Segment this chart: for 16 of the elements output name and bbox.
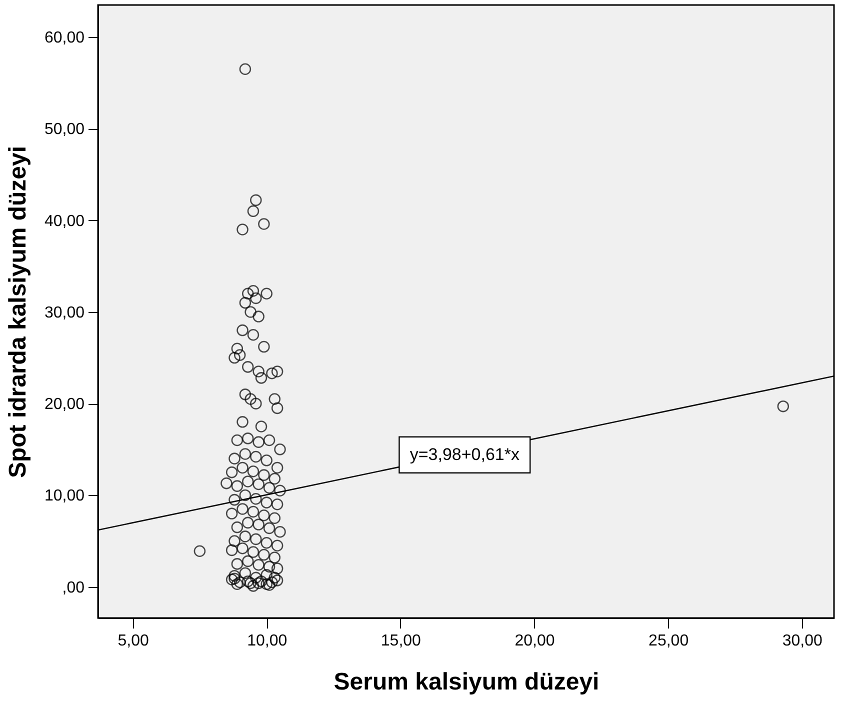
x-tick-label: 5,00 (118, 632, 149, 650)
y-tick-label: 60,00 (44, 30, 85, 47)
y-tick-label: 20,00 (44, 396, 85, 414)
y-tick-label: 10,00 (44, 488, 85, 505)
y-tick-label: 50,00 (44, 121, 85, 138)
x-tick-label: 20,00 (514, 632, 555, 650)
x-tick-label: 30,00 (782, 632, 822, 650)
x-tick-label: 15,00 (380, 632, 422, 650)
y-tick-label: 40,00 (44, 212, 85, 230)
y-tick-label: 30,00 (44, 304, 85, 322)
annotation: y=3,98+0,61*x (410, 444, 520, 464)
x-tick-label: 10,00 (247, 632, 288, 650)
x-axis-title: Serum kalsiyum düzeyi (334, 668, 600, 696)
y-axis-title: Spot idrarda kalsiyum düzeyi (4, 146, 32, 478)
x-tick-label: 25,00 (648, 632, 689, 650)
y-tick-label: ,00 (62, 579, 85, 596)
